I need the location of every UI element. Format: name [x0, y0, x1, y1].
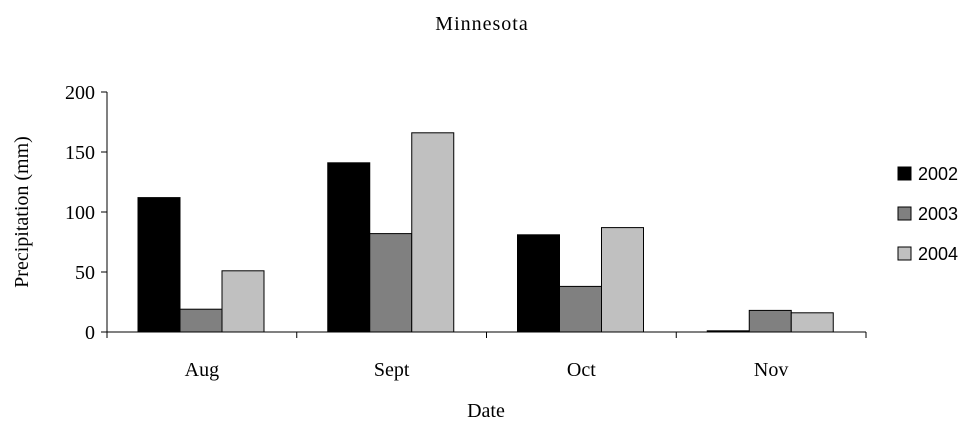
y-tick-label: 0 — [85, 322, 95, 344]
x-axis-ticks: Aug Sept Oct Nov — [106, 332, 867, 381]
y-axis-label: Precipitation (mm) — [11, 136, 33, 288]
legend-label-2004: 2004 — [918, 244, 958, 264]
x-tick-label: Sept — [374, 359, 410, 381]
bar-2002-sept — [327, 162, 371, 333]
bars-group — [137, 132, 834, 333]
plot-area: 0 50 100 150 200 Aug Sept Oct Nov — [65, 82, 867, 381]
bar-2004-nov — [790, 312, 834, 333]
legend-label-2003: 2003 — [918, 204, 958, 224]
bar-2002-oct — [517, 234, 560, 333]
y-tick-label: 50 — [75, 262, 95, 284]
legend-swatch-2003 — [897, 206, 912, 221]
x-tick-label: Nov — [754, 359, 788, 381]
legend-swatch-2002 — [897, 166, 912, 181]
y-tick-label: 200 — [65, 82, 95, 104]
bar-2003-sept — [369, 233, 413, 333]
legend-swatch-2004 — [897, 246, 912, 261]
y-tick-label: 150 — [65, 142, 95, 164]
legend-label-2002: 2002 — [918, 164, 958, 184]
chart-title: Minnesota — [435, 13, 528, 35]
x-axis-label: Date — [467, 400, 505, 422]
bar-2004-sept — [411, 132, 455, 333]
x-tick-label: Oct — [567, 359, 596, 381]
bar-2004-oct — [601, 227, 644, 333]
bar-2002-aug — [137, 197, 181, 333]
bar-2004-aug — [221, 270, 265, 333]
y-axis-ticks: 0 50 100 150 200 — [65, 82, 107, 344]
bar-2003-aug — [179, 308, 223, 333]
y-tick-label: 100 — [65, 202, 95, 224]
x-tick-label: Aug — [185, 359, 219, 381]
legend: 2002 2003 2004 — [897, 164, 958, 264]
bar-2003-oct — [559, 285, 602, 333]
bar-2003-nov — [748, 309, 792, 333]
